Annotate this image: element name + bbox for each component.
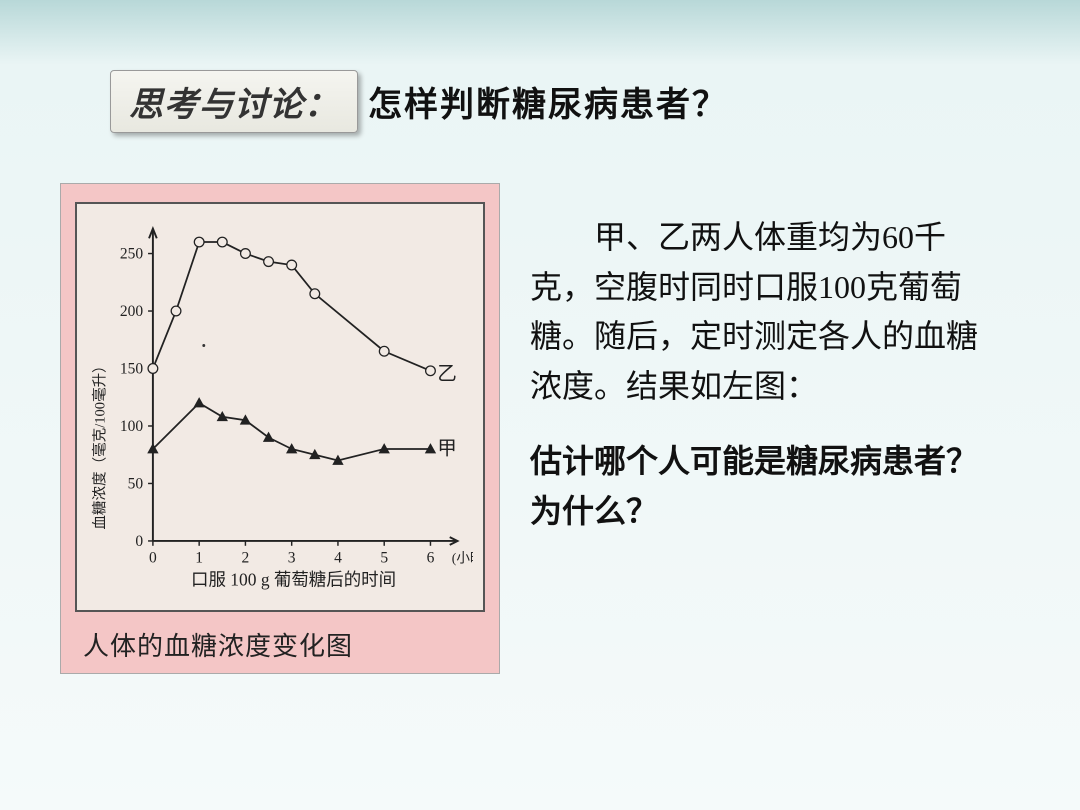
svg-text:0: 0 — [135, 533, 143, 550]
paragraph-question: 估计哪个人可能是糖尿病患者？为什么？ — [530, 437, 1000, 536]
svg-text:甲: 甲 — [437, 439, 456, 460]
chart-plot-area: 0 50 100 150 200 250 0 1 2 3 4 5 6 (小时) 口服 100 g 葡萄糖后的… — [75, 202, 485, 612]
content-row: 0 50 100 150 200 250 0 1 2 3 4 5 6 (小时) 口服 100 g 葡萄糖后的… — [60, 183, 1020, 674]
svg-text:(小时): (小时) — [452, 550, 473, 566]
text-column: 甲、乙两人体重均为60千克，空腹时同时口服100克葡萄糖。随后，定时测定各人的血… — [530, 183, 1020, 537]
discussion-badge: 思考与讨论： — [110, 70, 358, 133]
svg-text:3: 3 — [288, 549, 296, 566]
svg-text:0: 0 — [149, 549, 157, 566]
slide: 思考与讨论： 怎样判断糖尿病患者？ 0 50 100 150 200 250 0 1 2 3 4 5 6… — [0, 0, 1080, 810]
svg-text:250: 250 — [120, 245, 144, 262]
svg-text:100: 100 — [120, 418, 144, 435]
svg-text:4: 4 — [334, 549, 342, 566]
header-question: 怎样判断糖尿病患者？ — [368, 77, 728, 126]
svg-text:150: 150 — [120, 360, 144, 377]
svg-text:6: 6 — [427, 549, 435, 566]
svg-text:1: 1 — [195, 549, 203, 566]
svg-text:2: 2 — [242, 549, 250, 566]
svg-text:口服 100 g 葡萄糖后的时间: 口服 100 g 葡萄糖后的时间 — [191, 570, 396, 590]
line-chart-svg: 0 50 100 150 200 250 0 1 2 3 4 5 6 (小时) 口服 100 g 葡萄糖后的… — [85, 216, 473, 604]
header-row: 思考与讨论： 怎样判断糖尿病患者？ — [110, 70, 1020, 133]
svg-text:50: 50 — [128, 475, 144, 492]
svg-text:200: 200 — [120, 303, 144, 320]
svg-text:乙: 乙 — [437, 364, 456, 385]
svg-text:5: 5 — [380, 549, 388, 566]
chart-panel: 0 50 100 150 200 250 0 1 2 3 4 5 6 (小时) 口服 100 g 葡萄糖后的… — [60, 183, 500, 674]
chart-caption: 人体的血糖浓度变化图 — [83, 626, 485, 663]
svg-text:血糖浓度（毫克/100毫升）: 血糖浓度（毫克/100毫升） — [90, 358, 108, 529]
paragraph-description: 甲、乙两人体重均为60千克，空腹时同时口服100克葡萄糖。随后，定时测定各人的血… — [530, 213, 1000, 411]
